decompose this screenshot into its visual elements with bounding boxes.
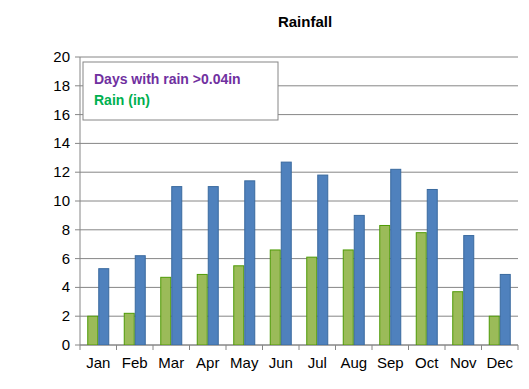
bar	[489, 316, 499, 345]
y-axis	[80, 57, 81, 345]
x-tick-label: Oct	[415, 354, 439, 371]
y-tick-label: 12	[53, 163, 70, 180]
x-tick-mark	[153, 345, 154, 350]
bar	[307, 257, 317, 345]
x-tick-label: Jun	[269, 354, 293, 371]
legend	[83, 62, 278, 120]
tick-mark	[75, 258, 80, 259]
x-tick-mark	[372, 345, 373, 350]
y-tick-label: 16	[53, 106, 70, 123]
bar	[234, 266, 244, 345]
y-tick-label: 4	[62, 278, 70, 295]
bar	[500, 274, 510, 345]
y-tick-label: 10	[53, 192, 70, 209]
bar	[245, 181, 255, 345]
x-tick-mark	[299, 345, 300, 350]
tick-mark	[75, 201, 80, 202]
grid-line	[80, 57, 518, 58]
bar	[270, 250, 280, 345]
tick-mark	[75, 316, 80, 317]
bar	[391, 169, 401, 345]
y-tick-label: 8	[62, 221, 70, 238]
x-tick-mark	[262, 345, 263, 350]
bar	[197, 274, 207, 345]
x-tick-label: Aug	[340, 354, 367, 371]
x-tick-mark	[481, 345, 482, 350]
x-tick-mark	[116, 345, 117, 350]
bar	[343, 250, 353, 345]
y-tick-label: 0	[62, 336, 70, 353]
bar	[124, 313, 134, 345]
x-tick-mark	[226, 345, 227, 350]
chart: Rainfall 0 2 4 6 8 10 12 14 16 18 20 Jan Feb Mar Apr May…	[0, 0, 529, 389]
x-tick-label: Jul	[308, 354, 327, 371]
y-tick-label: 2	[62, 307, 70, 324]
bar	[416, 233, 426, 345]
grid-line	[80, 172, 518, 173]
bar	[318, 175, 328, 345]
x-tick-label: Feb	[122, 354, 148, 371]
x-tick-mark	[445, 345, 446, 350]
x-tick-label: Mar	[158, 354, 184, 371]
x-tick-mark	[408, 345, 409, 350]
x-tick-label: Nov	[450, 354, 477, 371]
x-tick-label: Apr	[196, 354, 219, 371]
x-tick-mark	[518, 345, 519, 350]
bar	[135, 256, 145, 345]
bar	[172, 187, 182, 345]
y-tick-label: 6	[62, 250, 70, 267]
legend-entry: Days with rain >0.04in	[94, 71, 241, 87]
x-tick-label: Dec	[486, 354, 513, 371]
x-tick-label: May	[230, 354, 259, 371]
bar	[427, 189, 437, 345]
bar	[354, 215, 364, 345]
x-tick-mark	[335, 345, 336, 350]
grid-line	[80, 201, 518, 202]
bar	[380, 225, 390, 345]
x-tick-label: Jan	[86, 354, 110, 371]
y-tick-label: 14	[53, 134, 70, 151]
bar	[161, 277, 171, 345]
x-tick-label: Sep	[377, 354, 404, 371]
tick-mark	[75, 143, 80, 144]
tick-mark	[75, 172, 80, 173]
bar	[99, 269, 109, 345]
x-tick-mark	[189, 345, 190, 350]
bars	[88, 162, 511, 345]
tick-mark	[75, 114, 80, 115]
tick-mark	[75, 85, 80, 86]
grid-line	[80, 143, 518, 144]
bar	[464, 236, 474, 345]
y-tick-label: 18	[53, 77, 70, 94]
bar	[281, 162, 291, 345]
bar	[88, 316, 98, 345]
tick-mark	[75, 345, 80, 346]
title: Rainfall	[278, 13, 332, 30]
tick-mark	[75, 229, 80, 230]
x-tick-mark	[80, 345, 81, 350]
tick-mark	[75, 57, 80, 58]
bar	[453, 292, 463, 345]
grid-line	[80, 229, 518, 230]
y-tick-label: 20	[53, 48, 70, 65]
bar	[208, 187, 218, 345]
legend-entry: Rain (in)	[94, 92, 150, 108]
tick-mark	[75, 287, 80, 288]
